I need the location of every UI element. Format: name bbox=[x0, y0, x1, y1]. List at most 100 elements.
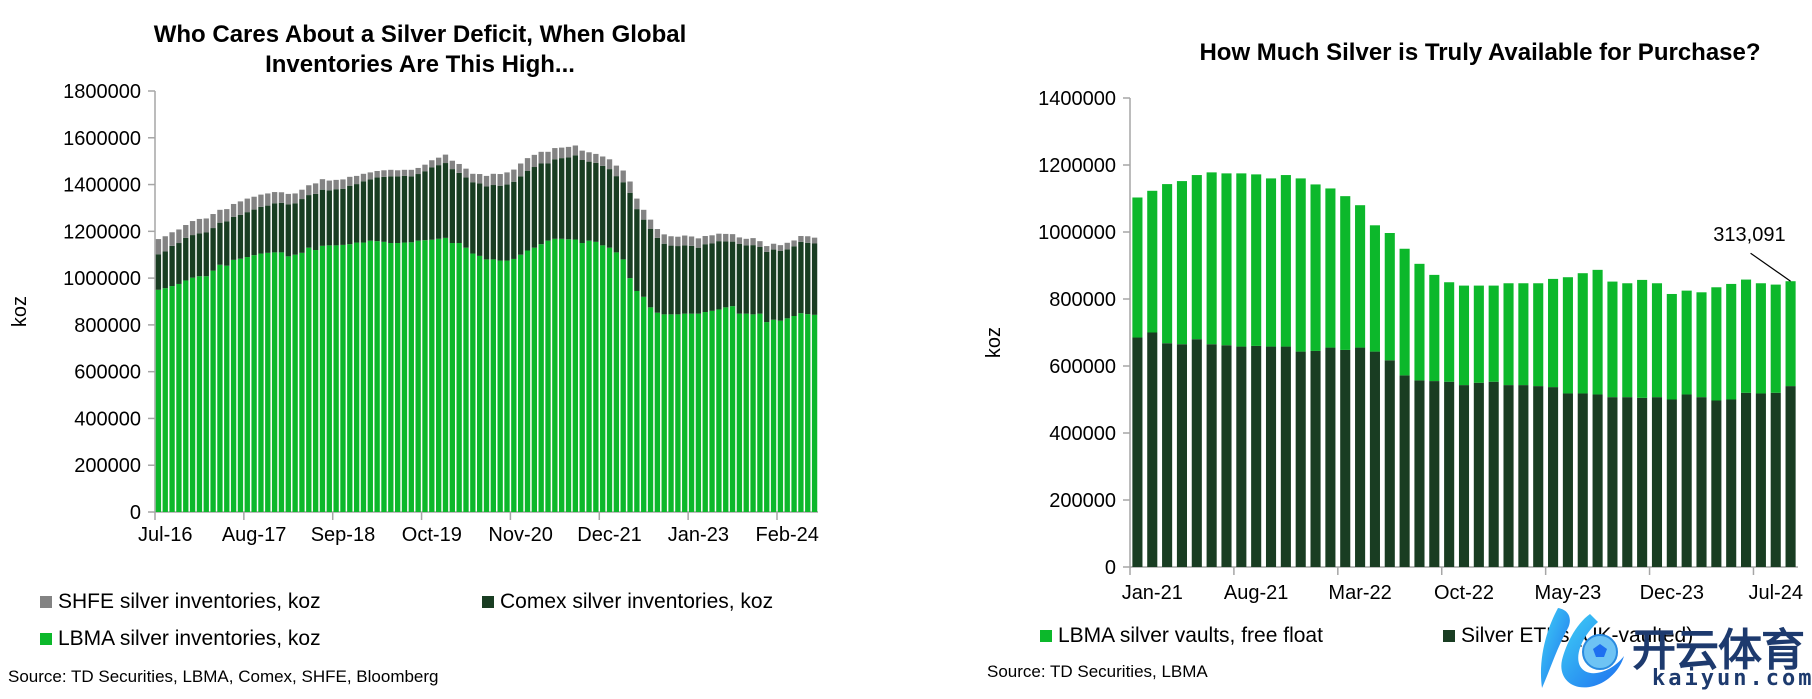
left-bar-shfe-silver-inventories-koz bbox=[401, 169, 408, 176]
right-bar-lbma-silver-vaults-free-float bbox=[1622, 283, 1633, 398]
right-x-tick-label: May-23 bbox=[1535, 582, 1602, 604]
right-bar-silver-etfs-uk-vaulted bbox=[1711, 400, 1722, 567]
left-bar-comex-silver-inventories-koz bbox=[483, 186, 490, 260]
right-bar-lbma-silver-vaults-free-float bbox=[1132, 197, 1143, 338]
left-bar-shfe-silver-inventories-koz bbox=[429, 160, 435, 168]
left-bar-comex-silver-inventories-koz bbox=[319, 189, 326, 246]
right-bar-lbma-silver-vaults-free-float bbox=[1488, 285, 1499, 382]
right-bar-silver-etfs-uk-vaulted bbox=[1414, 380, 1425, 567]
left-bar-lbma-silver-inventories-koz bbox=[299, 252, 305, 512]
left-bar-shfe-silver-inventories-koz bbox=[326, 180, 332, 191]
left-bar-comex-silver-inventories-koz bbox=[347, 185, 353, 245]
left-bar-shfe-silver-inventories-koz bbox=[176, 229, 182, 244]
annotation-label: 313,091 bbox=[1713, 224, 1785, 246]
right-bar-lbma-silver-vaults-free-float bbox=[1562, 277, 1573, 394]
left-bar-shfe-silver-inventories-koz bbox=[613, 165, 620, 177]
right-bar-silver-etfs-uk-vaulted bbox=[1681, 394, 1692, 567]
left-bar-shfe-silver-inventories-koz bbox=[791, 240, 797, 247]
left-bar-comex-silver-inventories-koz bbox=[353, 184, 360, 243]
left-bar-comex-silver-inventories-koz bbox=[572, 155, 579, 240]
left-bar-comex-silver-inventories-koz bbox=[251, 209, 257, 256]
left-bar-comex-silver-inventories-koz bbox=[545, 163, 551, 241]
left-bar-lbma-silver-inventories-koz bbox=[695, 313, 702, 512]
left-bar-comex-silver-inventories-koz bbox=[394, 176, 401, 244]
left-x-tick-label: Nov-20 bbox=[488, 524, 552, 546]
left-bar-shfe-silver-inventories-koz bbox=[634, 198, 640, 210]
left-bar-comex-silver-inventories-koz bbox=[155, 254, 162, 290]
left-bar-comex-silver-inventories-koz bbox=[723, 241, 729, 308]
left-bar-lbma-silver-inventories-koz bbox=[258, 253, 264, 512]
left-bar-shfe-silver-inventories-koz bbox=[381, 170, 387, 177]
left-bar-comex-silver-inventories-koz bbox=[258, 206, 264, 254]
right-bar-silver-etfs-uk-vaulted bbox=[1310, 350, 1321, 567]
left-bar-comex-silver-inventories-koz bbox=[306, 195, 312, 248]
left-bar-shfe-silver-inventories-koz bbox=[285, 193, 291, 205]
right-bar-lbma-silver-vaults-free-float bbox=[1310, 184, 1321, 351]
left-x-tick-label: Feb-24 bbox=[756, 524, 819, 546]
left-bar-shfe-silver-inventories-koz bbox=[600, 156, 606, 166]
left-bar-shfe-silver-inventories-koz bbox=[716, 233, 722, 242]
left-bar-comex-silver-inventories-koz bbox=[265, 205, 271, 253]
right-bar-silver-etfs-uk-vaulted bbox=[1162, 343, 1173, 567]
right-bar-silver-etfs-uk-vaulted bbox=[1488, 381, 1499, 567]
left-bar-lbma-silver-inventories-koz bbox=[360, 242, 367, 512]
left-bar-shfe-silver-inventories-koz bbox=[805, 236, 811, 243]
left-bar-lbma-silver-inventories-koz bbox=[538, 244, 544, 513]
left-bar-comex-silver-inventories-koz bbox=[497, 185, 503, 261]
left-bar-comex-silver-inventories-koz bbox=[805, 242, 811, 315]
left-bar-shfe-silver-inventories-koz bbox=[559, 147, 565, 159]
left-bar-comex-silver-inventories-koz bbox=[367, 179, 373, 241]
left-bar-shfe-silver-inventories-koz bbox=[237, 201, 244, 215]
left-bar-comex-silver-inventories-koz bbox=[210, 228, 216, 271]
left-bar-lbma-silver-inventories-koz bbox=[675, 314, 681, 512]
legend-label-shfe: SHFE silver inventories, koz bbox=[58, 590, 321, 613]
right-chart-title: How Much Silver is Truly Available for P… bbox=[1199, 39, 1761, 66]
right-y-tick-label: 1200000 bbox=[1038, 155, 1116, 177]
left-bar-lbma-silver-inventories-koz bbox=[408, 242, 414, 512]
left-bar-lbma-silver-inventories-koz bbox=[586, 240, 592, 512]
right-y-tick-label: 1400000 bbox=[1038, 88, 1116, 110]
left-bar-lbma-silver-inventories-koz bbox=[798, 313, 804, 512]
left-bar-lbma-silver-inventories-koz bbox=[634, 290, 640, 512]
left-bar-shfe-silver-inventories-koz bbox=[545, 151, 551, 164]
left-bar-lbma-silver-inventories-koz bbox=[490, 259, 497, 512]
left-bar-shfe-silver-inventories-koz bbox=[695, 238, 702, 248]
left-bar-lbma-silver-inventories-koz bbox=[476, 255, 483, 512]
left-bar-lbma-silver-inventories-koz bbox=[470, 253, 476, 512]
left-bar-comex-silver-inventories-koz bbox=[531, 167, 538, 248]
left-bar-lbma-silver-inventories-koz bbox=[757, 313, 763, 512]
left-bar-lbma-silver-inventories-koz bbox=[333, 245, 339, 512]
left-bar-shfe-silver-inventories-koz bbox=[777, 245, 784, 251]
right-bar-silver-etfs-uk-vaulted bbox=[1607, 397, 1618, 567]
left-bar-comex-silver-inventories-koz bbox=[162, 251, 168, 289]
left-bar-comex-silver-inventories-koz bbox=[196, 233, 203, 277]
legend-swatch-silver-etfs bbox=[1443, 630, 1455, 642]
right-y-tick-label: 1000000 bbox=[1038, 222, 1116, 244]
right-bar-lbma-silver-vaults-free-float bbox=[1666, 293, 1677, 400]
right-x-tick-label: Jan-21 bbox=[1122, 582, 1183, 604]
left-bar-comex-silver-inventories-koz bbox=[770, 249, 777, 320]
right-bar-lbma-silver-vaults-free-float bbox=[1355, 205, 1366, 348]
right-bar-lbma-silver-vaults-free-float bbox=[1236, 173, 1247, 347]
left-bar-lbma-silver-inventories-koz bbox=[189, 277, 196, 512]
left-bar-lbma-silver-inventories-koz bbox=[743, 313, 749, 512]
left-bar-lbma-silver-inventories-koz bbox=[600, 245, 606, 512]
right-bar-lbma-silver-vaults-free-float bbox=[1607, 281, 1618, 398]
left-bar-lbma-silver-inventories-koz bbox=[559, 238, 565, 512]
left-bar-comex-silver-inventories-koz bbox=[340, 188, 346, 245]
left-bar-lbma-silver-inventories-koz bbox=[654, 312, 661, 512]
left-bar-shfe-silver-inventories-koz bbox=[668, 236, 674, 246]
right-bar-silver-etfs-uk-vaulted bbox=[1518, 385, 1529, 567]
left-bar-shfe-silver-inventories-koz bbox=[511, 169, 517, 182]
right-bar-lbma-silver-vaults-free-float bbox=[1295, 178, 1306, 352]
left-y-tick-label: 0 bbox=[130, 502, 141, 524]
left-bar-shfe-silver-inventories-koz bbox=[723, 233, 729, 242]
left-bar-shfe-silver-inventories-koz bbox=[258, 194, 264, 207]
right-x-tick-label: Jul-24 bbox=[1748, 582, 1802, 604]
left-bar-comex-silver-inventories-koz bbox=[176, 243, 182, 284]
left-bar-shfe-silver-inventories-koz bbox=[743, 238, 749, 246]
left-bar-shfe-silver-inventories-koz bbox=[736, 237, 743, 244]
left-bar-shfe-silver-inventories-koz bbox=[244, 198, 250, 213]
left-bar-comex-silver-inventories-koz bbox=[688, 245, 695, 314]
